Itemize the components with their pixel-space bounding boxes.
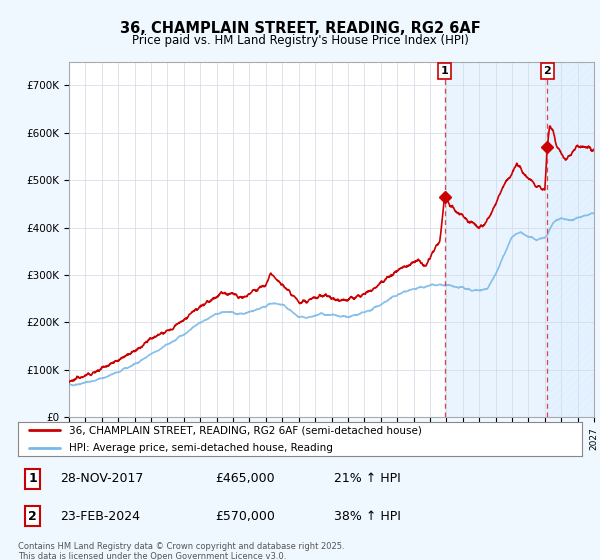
- Bar: [445, 62, 594, 417]
- Text: 2: 2: [28, 510, 37, 523]
- Text: 1: 1: [28, 472, 37, 485]
- Text: 2: 2: [544, 66, 551, 76]
- Text: 23-FEB-2024: 23-FEB-2024: [60, 510, 140, 523]
- Text: £570,000: £570,000: [215, 510, 275, 523]
- Text: £465,000: £465,000: [215, 472, 275, 485]
- Text: Contains HM Land Registry data © Crown copyright and database right 2025.
This d: Contains HM Land Registry data © Crown c…: [18, 542, 344, 560]
- Text: 1: 1: [441, 66, 449, 76]
- Text: HPI: Average price, semi-detached house, Reading: HPI: Average price, semi-detached house,…: [69, 443, 332, 452]
- Text: 21% ↑ HPI: 21% ↑ HPI: [334, 472, 401, 485]
- Text: Price paid vs. HM Land Registry's House Price Index (HPI): Price paid vs. HM Land Registry's House …: [131, 34, 469, 46]
- Text: 28-NOV-2017: 28-NOV-2017: [60, 472, 143, 485]
- Bar: [547, 62, 594, 417]
- Text: 36, CHAMPLAIN STREET, READING, RG2 6AF (semi-detached house): 36, CHAMPLAIN STREET, READING, RG2 6AF (…: [69, 426, 422, 435]
- Text: 36, CHAMPLAIN STREET, READING, RG2 6AF: 36, CHAMPLAIN STREET, READING, RG2 6AF: [119, 21, 481, 36]
- Text: 38% ↑ HPI: 38% ↑ HPI: [334, 510, 401, 523]
